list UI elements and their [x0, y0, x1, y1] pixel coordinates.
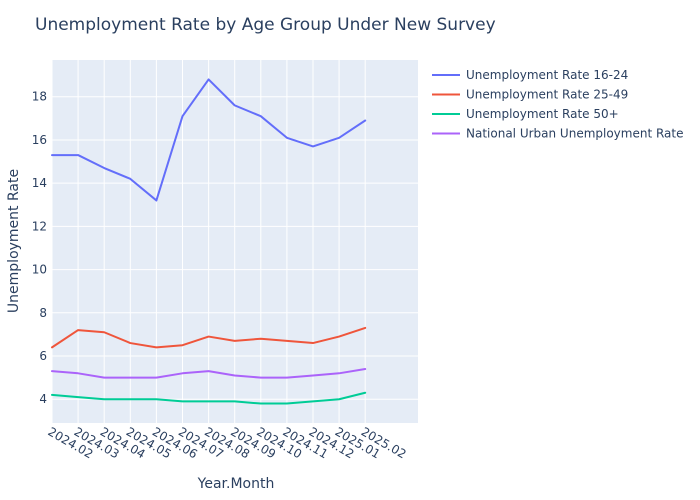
chart-title: Unemployment Rate by Age Group Under New… [35, 15, 496, 35]
series-line-4[interactable] [51, 367, 367, 379]
y-tick-label: 16 [32, 133, 47, 147]
legend[interactable]: Unemployment Rate 16-24 Unemployment Rate… [432, 68, 684, 141]
legend-item[interactable]: Unemployment Rate 16-24 [432, 68, 628, 82]
legend-label: Unemployment Rate 50+ [466, 107, 619, 121]
legend-item[interactable]: Unemployment Rate 25-49 [432, 88, 628, 102]
series-line-2[interactable] [51, 326, 367, 349]
y-tick-label: 8 [39, 306, 47, 320]
y-tick-label: 12 [32, 219, 47, 233]
legend-label: National Urban Unemployment Rate [466, 127, 684, 141]
y-tick-label: 18 [32, 90, 47, 104]
series-line-3[interactable] [51, 391, 367, 405]
y-tick-label: 10 [32, 263, 47, 277]
gridlines [51, 60, 418, 423]
legend-item[interactable]: Unemployment Rate 50+ [432, 107, 619, 121]
series-lines [51, 78, 367, 405]
legend-label: Unemployment Rate 25-49 [466, 88, 628, 102]
y-axis-ticks: 4 6 8 10 12 14 16 18 [32, 90, 47, 407]
series-line-1[interactable] [51, 78, 367, 202]
x-axis-ticks: 2024.022024.032024.042024.052024.062024.… [46, 424, 409, 461]
y-tick-label: 4 [39, 392, 47, 406]
legend-label: Unemployment Rate 16-24 [466, 68, 628, 82]
x-axis-title: Year.Month [197, 476, 275, 492]
legend-item[interactable]: National Urban Unemployment Rate [432, 127, 684, 141]
y-tick-label: 14 [32, 176, 47, 190]
y-tick-label: 6 [39, 349, 47, 363]
y-axis-title: Unemployment Rate [6, 169, 22, 313]
